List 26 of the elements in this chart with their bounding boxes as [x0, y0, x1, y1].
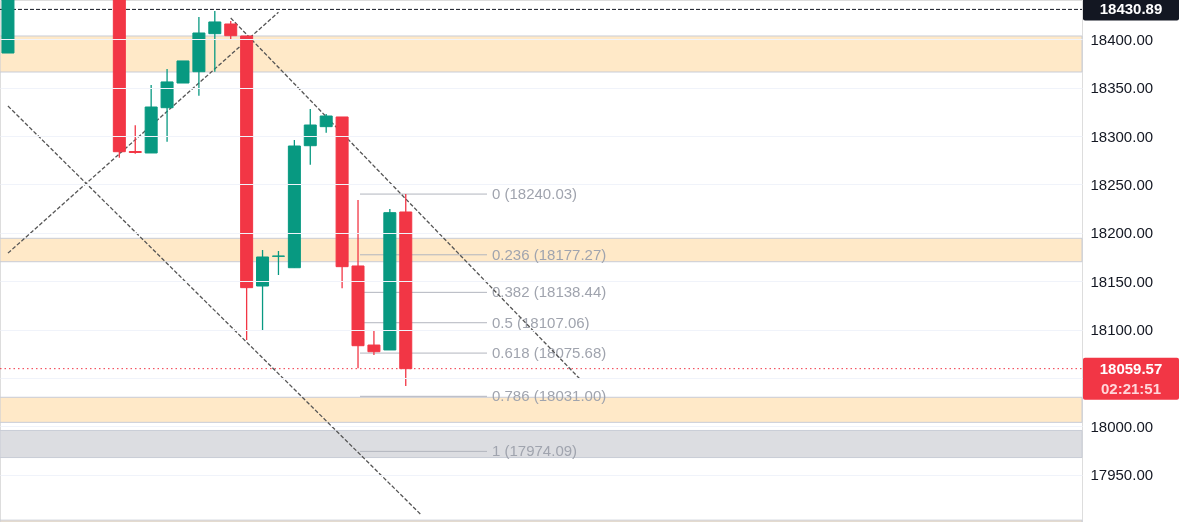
y-tick-label: 18400.00 [1090, 30, 1154, 48]
ref-line-label: 0.382 (18138.44) [492, 283, 607, 301]
y-tick-label: 18150.00 [1090, 272, 1154, 290]
ref-line-label: 0.5 (18107.06) [492, 313, 590, 331]
y-tick-label: 18350.00 [1090, 79, 1154, 97]
y-tick-label: 18250.00 [1090, 175, 1154, 193]
y-tick-label: 18000.00 [1090, 417, 1154, 435]
candlestick [319, 113, 333, 134]
y-tick-label: 18300.00 [1090, 127, 1154, 145]
ref-line-label: 18430.89 [1099, 0, 1163, 18]
ref-line-label: 0.236 (18177.27) [492, 245, 607, 263]
ref-line-label: 0.786 (18031.00) [492, 387, 607, 405]
candlestick [271, 250, 285, 276]
ref-line-label: 0 (18240.03) [492, 185, 578, 203]
y-tick-label: 17950.00 [1090, 466, 1154, 484]
candlestick [303, 108, 317, 166]
text: 02:21:51 [1100, 379, 1162, 397]
candlestick [176, 60, 190, 84]
ref-line-label: 1 (17974.09) [492, 442, 578, 460]
ref-line-label: 18059.57 [1099, 359, 1163, 377]
y-tick-label: 18100.00 [1090, 321, 1154, 339]
candlestick [208, 10, 222, 73]
ref-line-label: 0.618 (18075.68) [492, 344, 607, 362]
y-tick-label: 18200.00 [1090, 224, 1154, 242]
candlestick [128, 124, 142, 155]
candlestick [367, 329, 381, 356]
